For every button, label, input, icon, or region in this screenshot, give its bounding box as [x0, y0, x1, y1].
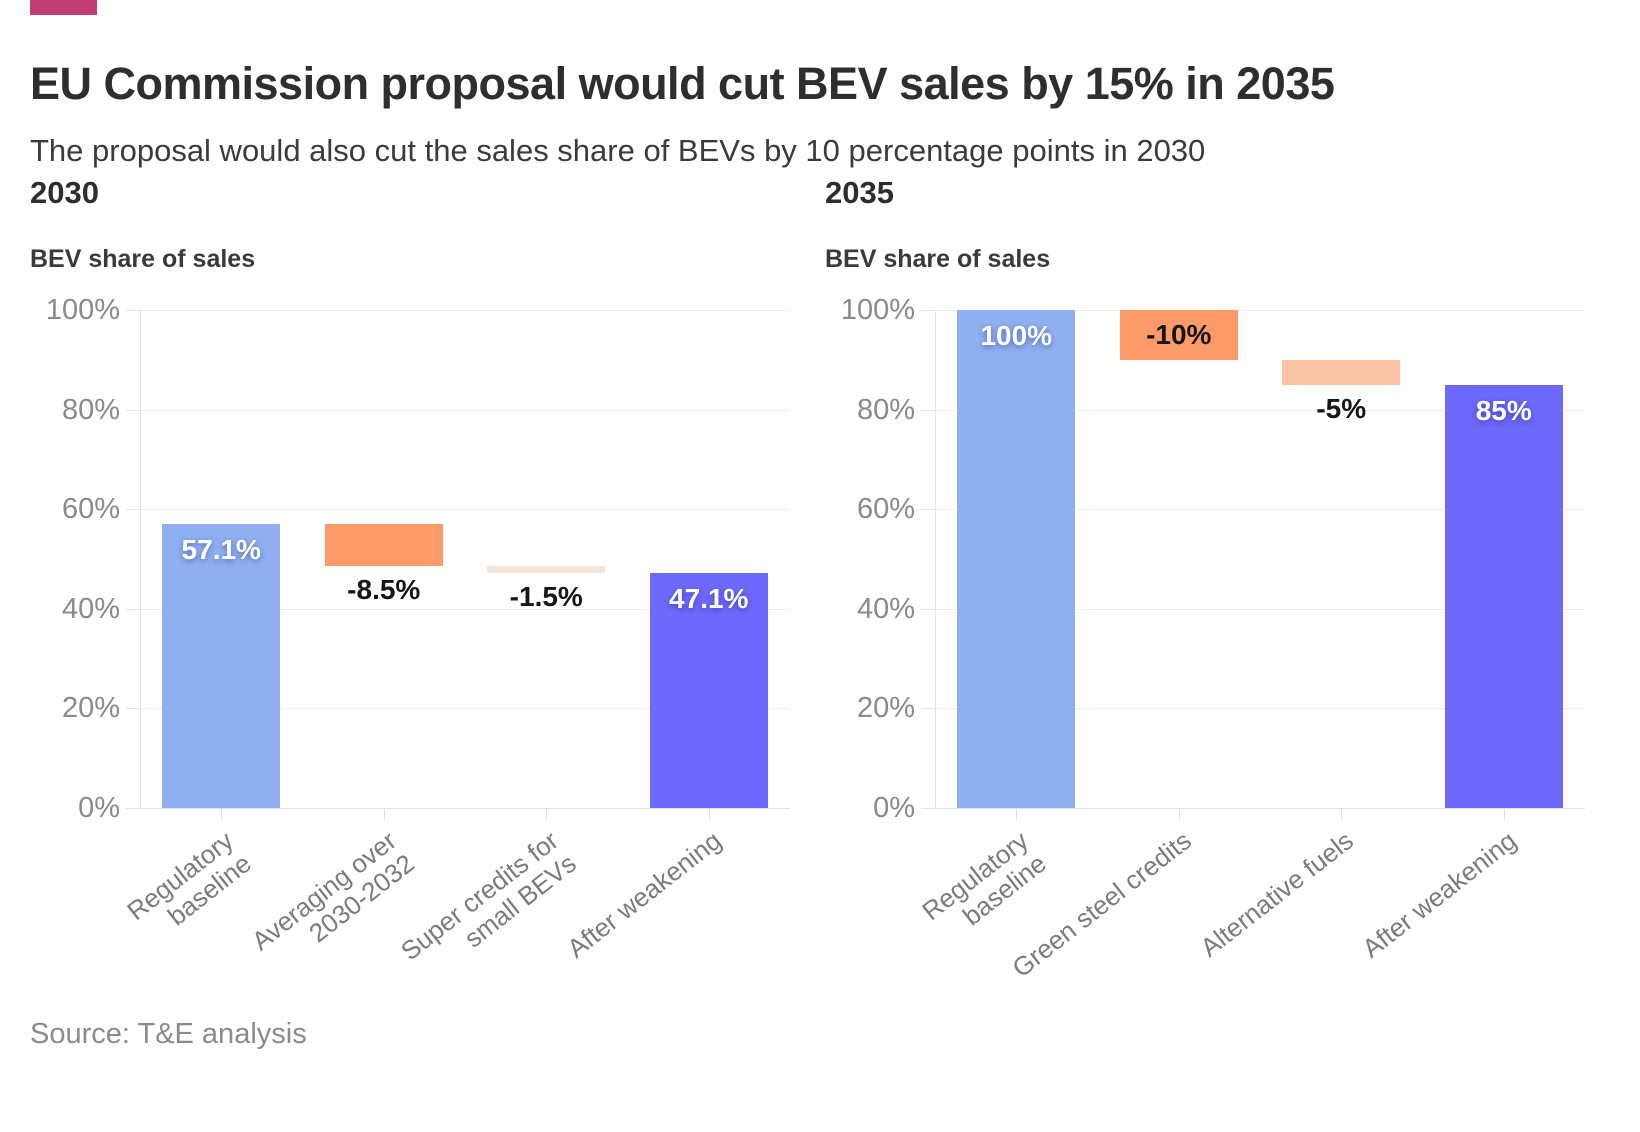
source-note: Source: T&E analysis	[30, 1018, 307, 1050]
y-tick-mark-20	[126, 708, 140, 710]
x-tick-mark	[1503, 808, 1505, 820]
y-tick-mark-60	[126, 509, 140, 511]
gridline-100	[935, 310, 1585, 311]
x-tick-mark	[708, 808, 710, 820]
x-tick-mark	[1016, 808, 1018, 820]
y-axis-title: BEV share of sales	[30, 245, 256, 273]
value-label-super-credits-for-small-bevs: -1.5%	[509, 581, 583, 613]
bar-regulatory-baseline	[957, 310, 1076, 808]
y-tick-mark-40	[126, 608, 140, 610]
y-tick-label: 60%	[61, 493, 120, 526]
x-tick-mark	[383, 808, 385, 820]
y-axis-line	[935, 310, 936, 808]
page-title: EU Commission proposal would cut BEV sal…	[30, 58, 1335, 110]
x-tick-mark	[546, 808, 548, 820]
bar-after-weakening	[649, 573, 768, 808]
y-axis-title: BEV share of sales	[825, 245, 1051, 273]
y-tick-label: 0%	[78, 792, 120, 824]
gridline-40	[140, 608, 790, 610]
y-tick-label: 80%	[856, 393, 915, 426]
gridline-20	[935, 708, 1585, 710]
bar-averaging-over-2030-2032	[324, 523, 443, 566]
chart-panel-2030: 2030 BEV share of sales 0% 20% 40% 60% 80% 10…	[30, 175, 800, 1005]
bar-alternative-fuels	[1282, 359, 1401, 385]
plot-area: 0% 20% 40% 60% 80% 100% 100% Regulatory baselin…	[841, 296, 1585, 983]
bar-after-weakening	[1444, 384, 1563, 808]
x-tick-mark	[221, 808, 223, 820]
plot-area: 0% 20% 40% 60% 80% 100% 57.1% Regulatory baseli…	[46, 296, 790, 966]
gridline-20	[140, 708, 790, 710]
panel-year-label: 2035	[825, 175, 894, 210]
y-tick-mark-20	[921, 708, 935, 710]
brand-logo-mark	[30, 0, 97, 15]
value-label-regulatory-baseline: 100%	[980, 320, 1053, 351]
gridline-60	[140, 509, 790, 511]
y-tick-mark-100	[921, 310, 935, 311]
gridline-60	[935, 509, 1585, 511]
x-tick-mark	[1178, 808, 1180, 820]
x-axis-label-regulatory-baseline: Regulatory baseline	[916, 825, 1053, 932]
gridline-0	[140, 808, 790, 809]
y-tick-mark-100	[126, 310, 140, 311]
y-tick-mark-60	[921, 509, 935, 511]
value-label-alternative-fuels: -5%	[1316, 392, 1367, 424]
y-tick-label: 100%	[45, 294, 120, 326]
y-tick-mark-80	[126, 409, 140, 411]
chart-panel-2035: 2035 BEV share of sales 0% 20% 40% 60% 80% 10…	[825, 175, 1615, 1005]
gridline-40	[935, 608, 1585, 610]
bar-super-credits-for-small-bevs	[487, 565, 606, 574]
value-label-after-weakening: 85%	[1475, 394, 1532, 426]
gridline-0	[935, 808, 1585, 809]
value-label-after-weakening: 47.1%	[669, 583, 749, 615]
y-tick-label: 0%	[873, 792, 915, 824]
y-tick-label: 20%	[856, 692, 915, 725]
gridline-100	[140, 310, 790, 311]
bar-regulatory-baseline	[162, 523, 281, 808]
y-tick-label: 40%	[61, 592, 120, 625]
page-subtitle: The proposal would also cut the sales sh…	[30, 133, 1206, 168]
y-tick-label: 100%	[840, 294, 915, 326]
panel-year-label: 2030	[30, 175, 99, 210]
y-tick-mark-80	[921, 409, 935, 411]
y-tick-mark-0	[126, 808, 140, 809]
y-tick-label: 40%	[856, 592, 915, 625]
bar-green-steel-credits	[1119, 310, 1238, 360]
value-label-green-steel-credits: -10%	[1146, 318, 1212, 350]
y-tick-mark-0	[921, 808, 935, 809]
x-axis-label-after-weakening: After weakening	[1356, 825, 1522, 964]
value-label-averaging-over-2030-2032: -8.5%	[347, 573, 421, 605]
y-tick-mark-40	[921, 608, 935, 610]
y-axis-line	[140, 310, 141, 808]
x-tick-mark	[1341, 808, 1343, 820]
y-tick-label: 80%	[61, 393, 120, 426]
gridline-80	[140, 409, 790, 411]
gridline-80	[935, 409, 1585, 411]
y-tick-label: 60%	[856, 493, 915, 526]
y-tick-label: 20%	[61, 692, 120, 725]
value-label-regulatory-baseline: 57.1%	[181, 533, 261, 565]
x-axis-label-alternative-fuels: Alternative fuels	[1194, 825, 1360, 963]
